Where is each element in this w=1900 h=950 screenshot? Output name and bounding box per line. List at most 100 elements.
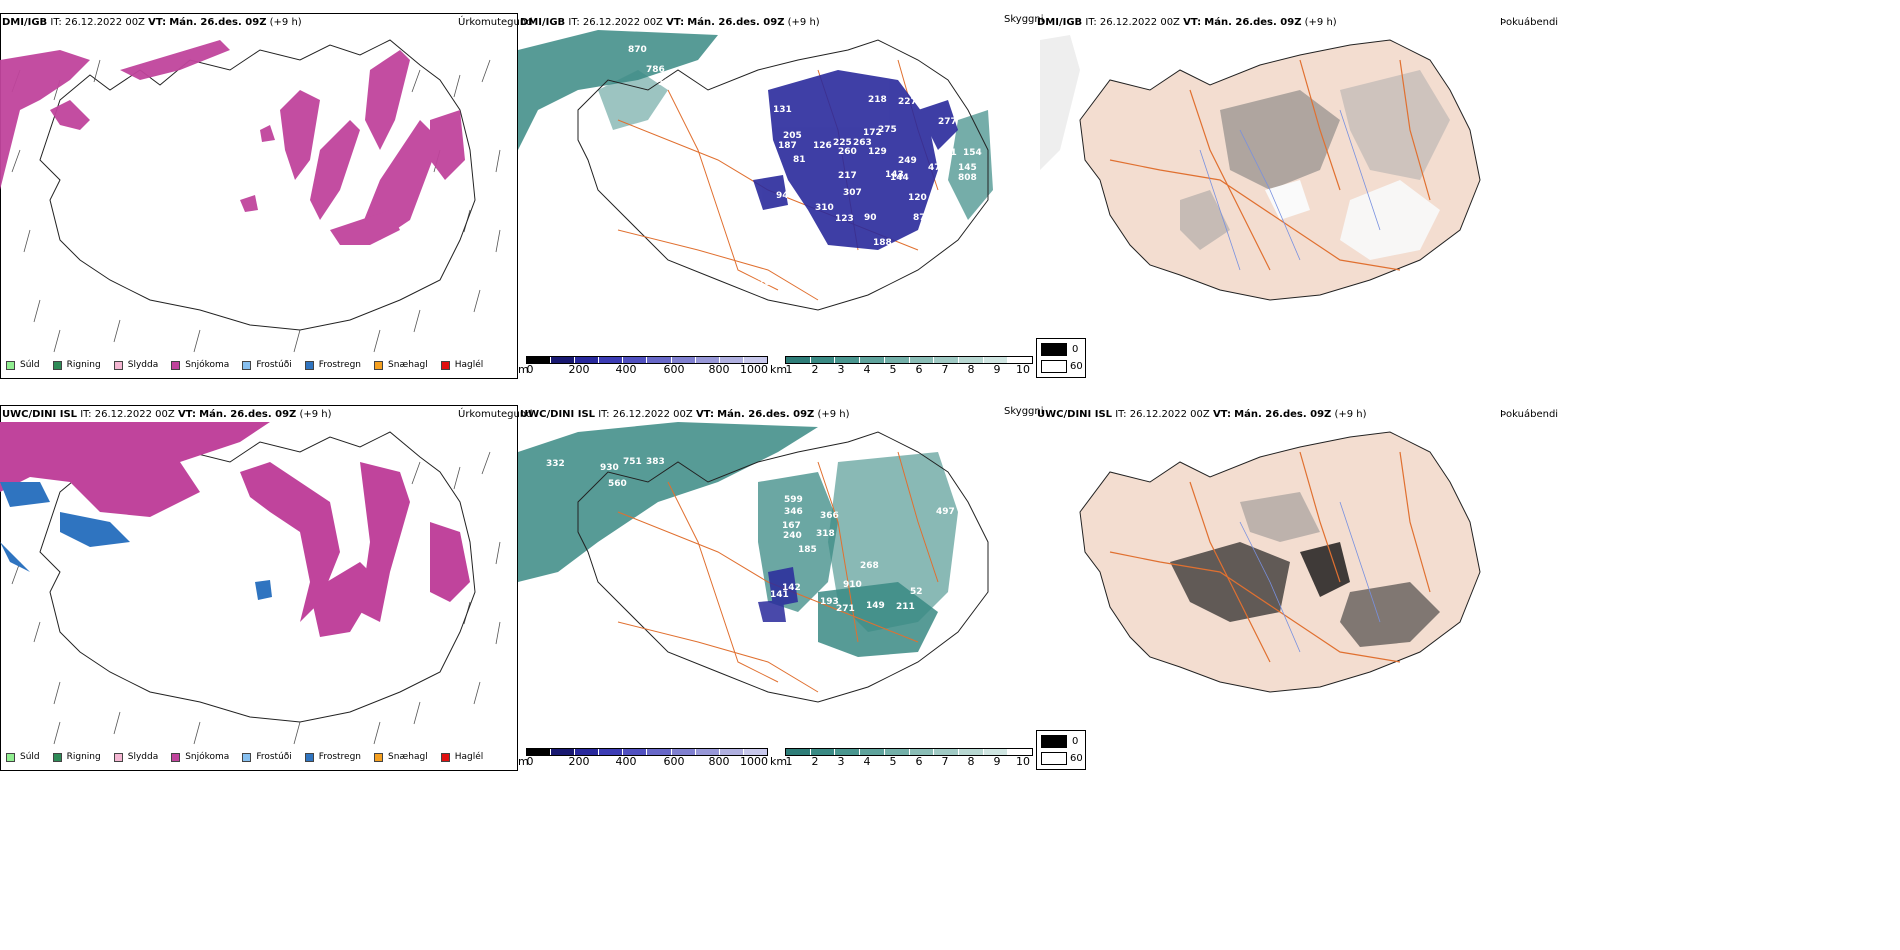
legend-label: Slydda — [127, 360, 159, 370]
height-unit: m — [518, 755, 529, 768]
visibility-label: 141 — [770, 590, 789, 600]
fog-label-60: 60 — [1070, 753, 1083, 764]
tick: 800 — [708, 755, 730, 768]
legend-swatch — [52, 752, 62, 762]
tick: 8 — [967, 363, 975, 376]
visibility-label: 142 — [782, 583, 801, 593]
visibility-label: 123 — [835, 214, 854, 224]
iceland-outline — [39, 431, 476, 723]
tick: 3 — [837, 363, 845, 376]
legend-swatch — [440, 752, 450, 762]
visibility-label: 497 — [936, 507, 955, 517]
roads — [1109, 451, 1431, 663]
visibility-label: 307 — [843, 188, 862, 198]
vt-value: Mán. 26.des. 09Z — [169, 17, 267, 28]
legend-label: Snæhagl — [388, 752, 428, 762]
legend-item: Snjókoma — [171, 360, 229, 370]
visibility-label: 149 — [866, 601, 885, 611]
legend-label: Snæhagl — [388, 360, 428, 370]
visibility-label: 225 — [833, 138, 852, 148]
fog-map-bottom — [1079, 431, 1481, 693]
precip-legend-top: Súld Rigning Slydda Snjókoma Frostúði Fr… — [6, 360, 496, 370]
visibility-label: 87 — [913, 213, 926, 223]
legend-item: Frostregn — [304, 360, 361, 370]
visibility-label: 310 — [815, 203, 834, 213]
legend-swatch — [171, 360, 181, 370]
model-name: DMI/IGB — [1037, 17, 1083, 28]
visibility-label: 599 — [784, 495, 803, 505]
snowfall-areas — [0, 422, 470, 637]
fog-title-bottom: Þokuábendi — [1500, 409, 1559, 420]
legend-swatch — [6, 360, 15, 370]
lead-time: (+9 h) — [269, 17, 302, 28]
tick: 1000 — [740, 755, 768, 768]
visibility-label: 81 — [793, 155, 806, 165]
tick: 9 — [993, 755, 1001, 768]
header-vis-top: DMI/IGB IT: 26.12.2022 00Z VT: Mán. 26.d… — [520, 17, 820, 29]
visibility-label: 910 — [843, 580, 862, 590]
precip-title-bottom: Úrkomutegund — [458, 409, 533, 420]
iceland-outline — [577, 39, 989, 311]
rivers — [1199, 109, 1381, 271]
vt-label: VT: — [177, 409, 196, 420]
precip-panel-top — [0, 13, 518, 379]
iceland-outline — [39, 39, 476, 331]
tick: 2 — [811, 363, 819, 376]
fog-label-0: 0 — [1072, 344, 1079, 355]
legend-swatch — [6, 752, 15, 762]
it-value: 26.12.2022 00Z — [612, 409, 693, 420]
header-fog-bottom: UWC/DINI ISL IT: 26.12.2022 00Z VT: Mán.… — [1037, 409, 1367, 421]
fog-swatch-0 — [1041, 343, 1067, 356]
it-label: IT: — [1115, 409, 1127, 420]
precip-panel-bottom — [0, 405, 518, 771]
low-cloud-areas — [758, 567, 798, 622]
visibility-label: 184 — [933, 191, 952, 201]
tick: 600 — [663, 363, 685, 376]
precip-legend-bottom: Súld Rigning Slydda Snjókoma Frostúði Fr… — [6, 752, 496, 762]
tick: 8 — [967, 755, 975, 768]
fog-swatch-60 — [1041, 360, 1067, 373]
legend-swatch — [113, 360, 123, 370]
km-ticks: 1 2 3 4 5 6 7 8 9 10 — [785, 363, 1033, 377]
it-value: 26.12.2022 00Z — [582, 17, 663, 28]
legend-item: Rigning — [52, 752, 101, 762]
tick: 5 — [889, 363, 897, 376]
visibility-label: 346 — [784, 507, 803, 517]
snowfall-areas — [0, 40, 465, 245]
visibility-label: 366 — [820, 511, 839, 521]
legend-swatch — [304, 752, 314, 762]
visibility-label: 510 — [658, 78, 677, 88]
visibility-label: 249 — [898, 156, 917, 166]
roads — [617, 451, 939, 693]
tick: 9 — [993, 363, 1001, 376]
tick: 4 — [863, 363, 871, 376]
legend-swatch — [242, 360, 252, 370]
visibility-label: 930 — [600, 463, 619, 473]
legend-label: Frostregn — [318, 752, 362, 762]
visibility-label: 263 — [853, 138, 872, 148]
vt-label: VT: — [1212, 409, 1231, 420]
model-name: UWC/DINI ISL — [520, 409, 596, 420]
legend-swatch — [113, 752, 123, 762]
low-cloud-areas — [753, 70, 958, 250]
visibility-label: 207 — [938, 201, 957, 211]
visibility-label: 318 — [816, 529, 835, 539]
legend-item: Haglél — [440, 360, 483, 370]
height-unit: m — [518, 363, 529, 376]
legend-swatch — [374, 752, 384, 762]
lead-time: (+9 h) — [817, 409, 850, 420]
it-label: IT: — [598, 409, 610, 420]
visibility-label: 131 — [773, 105, 792, 115]
km-unit: km — [770, 755, 788, 768]
it-label: IT: — [1085, 17, 1097, 28]
it-value: 26.12.2022 00Z — [1129, 409, 1210, 420]
visibility-label: 154 — [963, 148, 982, 158]
model-name: DMI/IGB — [2, 17, 48, 28]
height-ticks: 0 200 400 600 800 1000 — [526, 363, 769, 377]
height-colorbar — [526, 748, 768, 756]
model-name: UWC/DINI ISL — [2, 409, 78, 420]
tick: 6 — [915, 755, 923, 768]
fog-swatch-60 — [1041, 752, 1067, 765]
